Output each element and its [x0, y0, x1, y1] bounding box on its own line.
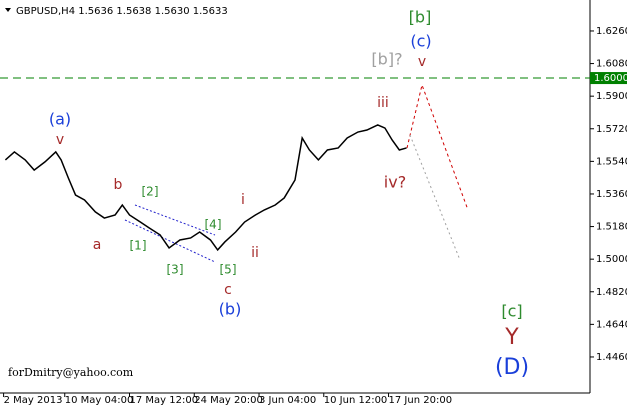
y-tick-label: 1.4640: [596, 319, 627, 330]
x-tick-label: 2 May 2013: [4, 395, 63, 405]
y-tick-label: 1.5360: [596, 189, 627, 200]
wave-label: [b]: [409, 8, 432, 27]
wave-label: [b]?: [371, 50, 402, 69]
x-tick-label: 24 May 20:00: [194, 395, 263, 405]
x-tick-label: 3 Jun 04:00: [259, 395, 316, 405]
level-label-box: [590, 72, 627, 85]
y-tick-label: 1.4820: [596, 287, 627, 298]
y-tick-label: 1.5000: [596, 254, 627, 265]
menu-arrow: [5, 8, 11, 12]
price-line: [4, 124, 407, 252]
y-tick-label: 1.6260: [596, 26, 627, 37]
y-tick-label: 1.5180: [596, 222, 627, 233]
wave-label: (c): [410, 32, 431, 51]
wave-label: iii: [377, 95, 389, 111]
wave-label: i: [241, 192, 245, 208]
x-tick-label: 10 Jun 12:00: [324, 395, 388, 405]
watermark: forDmitry@yahoo.com: [8, 366, 134, 379]
wave-label: [c]: [501, 302, 522, 321]
y-tick-label: 1.5720: [596, 124, 627, 135]
wave-label: [4]: [205, 218, 222, 232]
chart-title: GBPUSD,H4 1.5636 1.5638 1.5630 1.5633: [16, 6, 228, 17]
wave-label: (D): [495, 355, 529, 380]
x-tick-label: 17 Jun 20:00: [389, 395, 453, 405]
wave-label: b: [114, 177, 123, 193]
y-tick-label: 1.4460: [596, 352, 627, 363]
wave-label: [1]: [130, 239, 147, 253]
wave-label: ii: [251, 245, 259, 261]
wave-label: (b): [219, 300, 242, 319]
wave-label: a: [93, 237, 102, 253]
wave-label: Y: [504, 325, 519, 350]
y-tick-label: 1.5540: [596, 156, 627, 167]
wave-label: [2]: [142, 185, 159, 199]
wave-label: (a): [49, 110, 71, 129]
channel-line: [124, 219, 216, 263]
wave-label: v: [56, 132, 64, 148]
wave-label: c: [224, 282, 232, 298]
level-label: 1.6000: [594, 73, 627, 84]
wave-label: v: [418, 54, 426, 70]
wave-label: iv?: [384, 173, 406, 192]
wave-label: [3]: [167, 263, 184, 277]
wave-label: [5]: [220, 263, 237, 277]
y-tick-label: 1.6080: [596, 59, 627, 70]
x-tick-label: 10 May 04:00: [65, 395, 134, 405]
y-tick-label: 1.5900: [596, 91, 627, 102]
x-tick-label: 17 May 12:00: [130, 395, 199, 405]
